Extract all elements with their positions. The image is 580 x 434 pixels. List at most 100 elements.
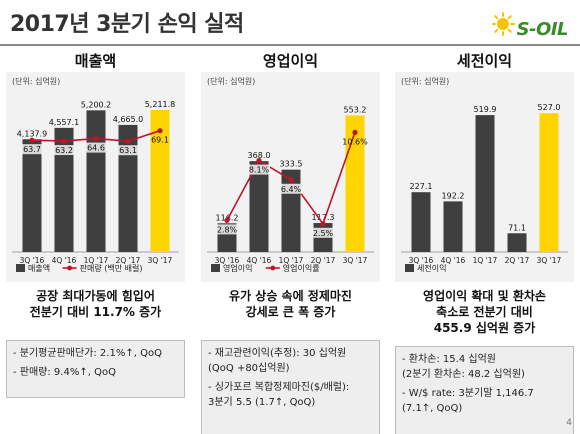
panel-pretax-income: 세전이익 (단위: 십억원) 227.1 3Q '16 192.2 4Q '16 519.…: [395, 50, 574, 434]
x-tick-label: 2Q '17: [505, 256, 530, 265]
x-tick-label: 3Q '17: [537, 256, 562, 265]
bar: [150, 110, 170, 252]
bar-value-label: 192.2: [442, 191, 465, 200]
note-line: - 싱가포르 복합정제마진($/배럴):: [208, 382, 350, 393]
legend-label: 영업이익률: [283, 263, 320, 273]
summary-text: 유가 상승 속에 정제마진 강세로 큰 폭 증가: [201, 288, 380, 320]
line-point: [93, 135, 99, 142]
line-point: [320, 221, 326, 227]
legend-label: 매출액: [28, 263, 50, 273]
x-tick-label: 4Q '16: [441, 256, 466, 265]
bar-value-label: 519.9: [474, 105, 497, 114]
bar: [249, 161, 269, 252]
unit-label: (단위: 십억원): [12, 76, 60, 86]
bar-value-label: 117.3: [312, 213, 335, 222]
line-point: [61, 138, 67, 144]
legend-label: 판매량 (백만 배럴): [80, 263, 143, 273]
bar-value-label: 71.1: [508, 223, 526, 232]
line-value-label: 10.6%: [342, 137, 368, 146]
sun-ray: [494, 15, 499, 20]
bar-value-label: 4,557.1: [49, 118, 80, 127]
note-line: - 재고관련이익(추정): 30 십억원: [208, 348, 347, 359]
notes-box: - 환차손: 15.4 십억원 (2분기 환차손: 48.2 십억원) - W/…: [395, 346, 574, 434]
chart-svg: (단위: 십억원) 227.1 3Q '16 192.2 4Q '16 519.9 1Q '…: [401, 76, 568, 273]
bar-value-label: 227.1: [410, 182, 433, 191]
line-value-label: 63.1: [119, 146, 137, 155]
line-point: [157, 128, 163, 134]
bar-value-label: 5,200.2: [81, 100, 112, 109]
panel-revenue: 매출액 (단위: 십억원) 4,137.9 3Q '16 4,557.1 4Q '16 5…: [6, 50, 185, 398]
note-line: (7.1↑, QoQ): [402, 403, 463, 414]
line-value-label: 64.6: [87, 144, 105, 153]
sun-ray: [507, 28, 512, 33]
legend-swatch-bar: [211, 264, 220, 272]
legend-swatch-point: [67, 265, 72, 271]
bar: [411, 192, 431, 252]
bar-value-label: 333.5: [280, 160, 303, 169]
summary-line: 유가 상승 속에 정제마진: [229, 289, 352, 303]
x-tick-label: 1Q '17: [84, 256, 109, 265]
bar-value-label: 5,211.8: [145, 100, 176, 109]
bar: [507, 233, 527, 252]
x-tick-label: 1Q '17: [473, 256, 498, 265]
x-tick-label: 2Q '17: [116, 256, 141, 265]
line-point: [29, 137, 35, 143]
x-tick-label: 4Q '16: [52, 256, 77, 265]
bar-value-label: 368.0: [248, 151, 271, 160]
summary-line: 전분기 대비 11.7% 증가: [29, 305, 162, 319]
bar: [118, 124, 138, 252]
line-label-bg: [248, 164, 270, 175]
line-value-label: 63.2: [55, 146, 73, 155]
x-tick-label: 3Q '16: [20, 256, 45, 265]
line-label-bg: [53, 145, 75, 156]
line-value-label: 69.1: [151, 136, 169, 145]
note-line: - W/$ rate: 3분기말 1,146.7: [402, 388, 534, 399]
line-label-bg: [312, 227, 334, 238]
line-value-label: 63.7: [23, 145, 41, 154]
title-divider: [0, 44, 580, 46]
s-oil-logo: [492, 12, 515, 36]
line-value-label: 2.5%: [313, 229, 334, 238]
bar: [539, 113, 559, 252]
x-tick-label: 4Q '16: [247, 256, 272, 265]
bar: [86, 110, 106, 252]
line-label-bg: [117, 145, 139, 156]
sun-ray: [494, 28, 499, 33]
line-point: [352, 129, 358, 135]
bar: [22, 139, 42, 252]
sun-icon: [492, 12, 515, 36]
x-tick-label: 3Q '17: [148, 256, 173, 265]
line-value-label: 8.1%: [249, 166, 270, 175]
summary-line: 455.9 십억원 증가: [433, 321, 536, 335]
line-point: [224, 217, 230, 223]
notes-box: - 재고관련이익(추정): 30 십억원 (QoQ +80십억원) - 싱가포르…: [201, 340, 380, 434]
summary-line: 영업이익 확대 및 환차손: [423, 289, 546, 303]
note-line: (QoQ +80십억원): [208, 363, 290, 374]
line-label-bg: [85, 142, 107, 153]
x-tick-label: 3Q '16: [409, 256, 434, 265]
bar: [54, 127, 74, 252]
bar: [443, 201, 463, 252]
note-line: - 판매량: 9.4%↑, QoQ: [13, 367, 116, 378]
summary-line: 공장 최대가동에 힘입어: [36, 289, 155, 303]
summary-text: 영업이익 확대 및 환차손 축소로 전분기 대비 455.9 십억원 증가: [395, 288, 574, 336]
legend-swatch-point: [270, 265, 276, 271]
line-value-label: 2.8%: [217, 225, 238, 234]
bar: [475, 115, 495, 252]
x-tick-label: 1Q '17: [279, 256, 304, 265]
panel-header: 영업이익: [262, 52, 319, 70]
chart-svg: (단위: 십억원) 4,137.9 3Q '16 4,557.1 4Q '16 5,200…: [12, 76, 179, 273]
unit-label: (단위: 십억원): [401, 76, 449, 86]
sun-ray: [507, 15, 512, 20]
summary-line: 축소로 전분기 대비: [436, 305, 533, 319]
note-line: - 분기평균판매단가: 2.1%↑, QoQ: [13, 348, 162, 359]
legend-swatch-bar: [405, 264, 414, 272]
legend-swatch-bar: [16, 264, 25, 272]
bar: [345, 115, 365, 253]
chart-revenue: (단위: 십억원) 4,137.9 3Q '16 4,557.1 4Q '16 5,200…: [6, 72, 185, 282]
logo-text: S-OIL: [516, 19, 569, 40]
x-tick-label: 3Q '16: [215, 256, 240, 265]
